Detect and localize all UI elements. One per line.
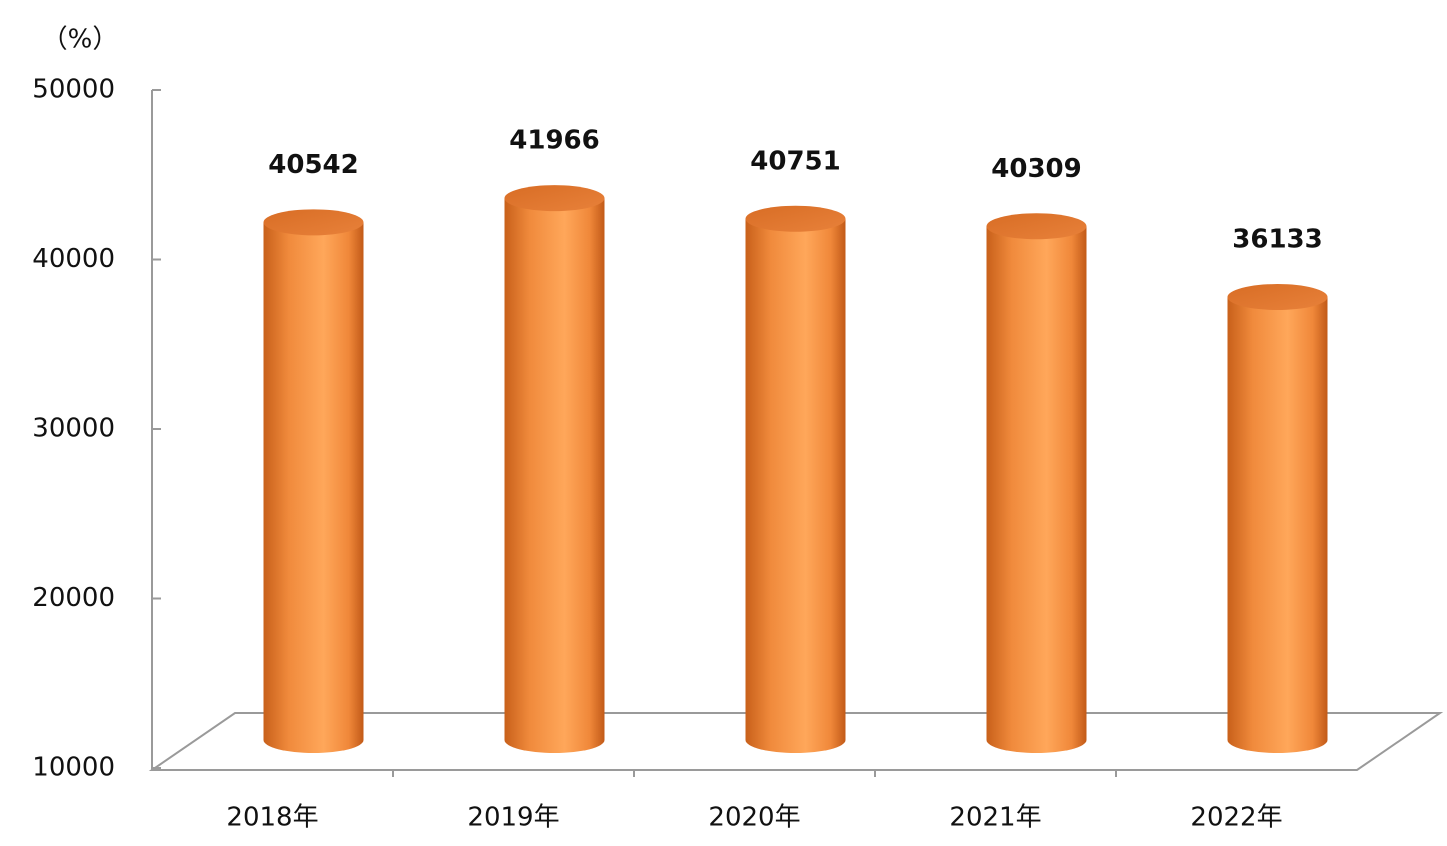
bar-top	[986, 213, 1087, 240]
floor	[148, 712, 1444, 771]
x-tick-label: 2022年	[1190, 803, 1282, 833]
x-tick-label: 2020年	[708, 803, 800, 833]
x-tick-label: 2019年	[467, 803, 559, 833]
y-tick-label: 50000	[32, 75, 115, 105]
x-tick-label: 2018年	[226, 803, 318, 833]
value-label: 40542	[268, 150, 358, 180]
y-tick-label: 40000	[32, 244, 115, 274]
y-tick-label: 20000	[32, 583, 115, 613]
bar	[504, 198, 605, 754]
bar	[745, 218, 846, 754]
bar-top	[1227, 284, 1328, 311]
y-tick-label: 30000	[32, 414, 115, 444]
value-label: 41966	[509, 126, 599, 156]
bar	[986, 226, 1087, 754]
value-label: 40309	[991, 154, 1081, 184]
y-tick-label: 10000	[32, 753, 115, 783]
value-label: 36133	[1232, 225, 1322, 255]
bar	[263, 222, 364, 754]
x-tick-label: 2021年	[949, 803, 1041, 833]
bar-top	[504, 185, 605, 212]
y-unit-label: （%）	[42, 25, 119, 55]
bar-top	[263, 209, 364, 236]
bar-top	[745, 205, 846, 232]
bar	[1227, 297, 1328, 754]
value-label: 40751	[750, 146, 840, 176]
